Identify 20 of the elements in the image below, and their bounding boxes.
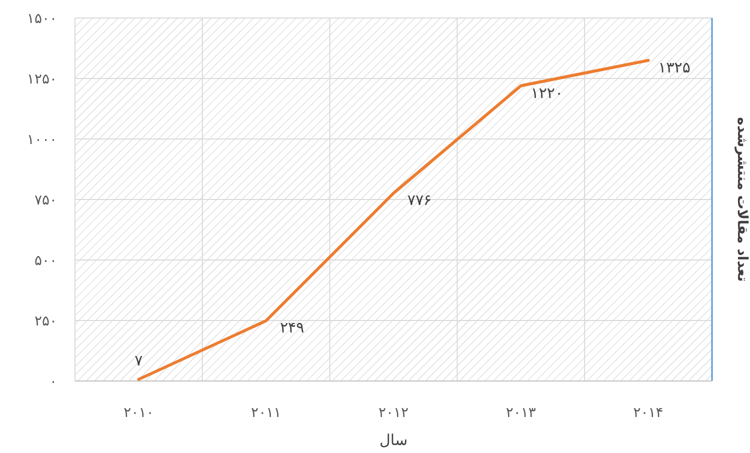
y-tick-label: ۲۵۰ [34, 314, 57, 330]
y-tick-label: ۰ [49, 374, 57, 390]
y-tick-label: ۷۵۰ [34, 192, 57, 208]
data-label: ۱۳۲۵ [658, 58, 690, 76]
line-series [137, 58, 650, 381]
y-tick-label: ۱۲۵۰ [26, 72, 57, 88]
data-label: ۷۷۶ [407, 191, 432, 210]
y-tick-label: ۵۰۰ [34, 253, 57, 269]
y-tick-label: ۱۰۰۰ [26, 132, 57, 148]
data-label: ۲۴۹ [280, 318, 304, 337]
x-tick-label: ۲۰۱۰ [124, 405, 154, 421]
y-tick-label: ۱۵۰۰ [26, 11, 57, 27]
data-label: ۱۲۲۰ [530, 84, 564, 102]
x-tick-label: ۲۰۱۴ [633, 405, 664, 421]
x-tick-label: ۲۰۱۲ [378, 405, 409, 421]
x-tick-label: ۲۰۱۱ [251, 405, 282, 421]
x-tick-label: ۲۰۱۳ [506, 405, 536, 421]
y-axis-title: تعداد مقالات منتشرشده [734, 117, 750, 282]
data-label: ۷ [134, 351, 143, 370]
x-axis-title: سال [379, 431, 408, 449]
